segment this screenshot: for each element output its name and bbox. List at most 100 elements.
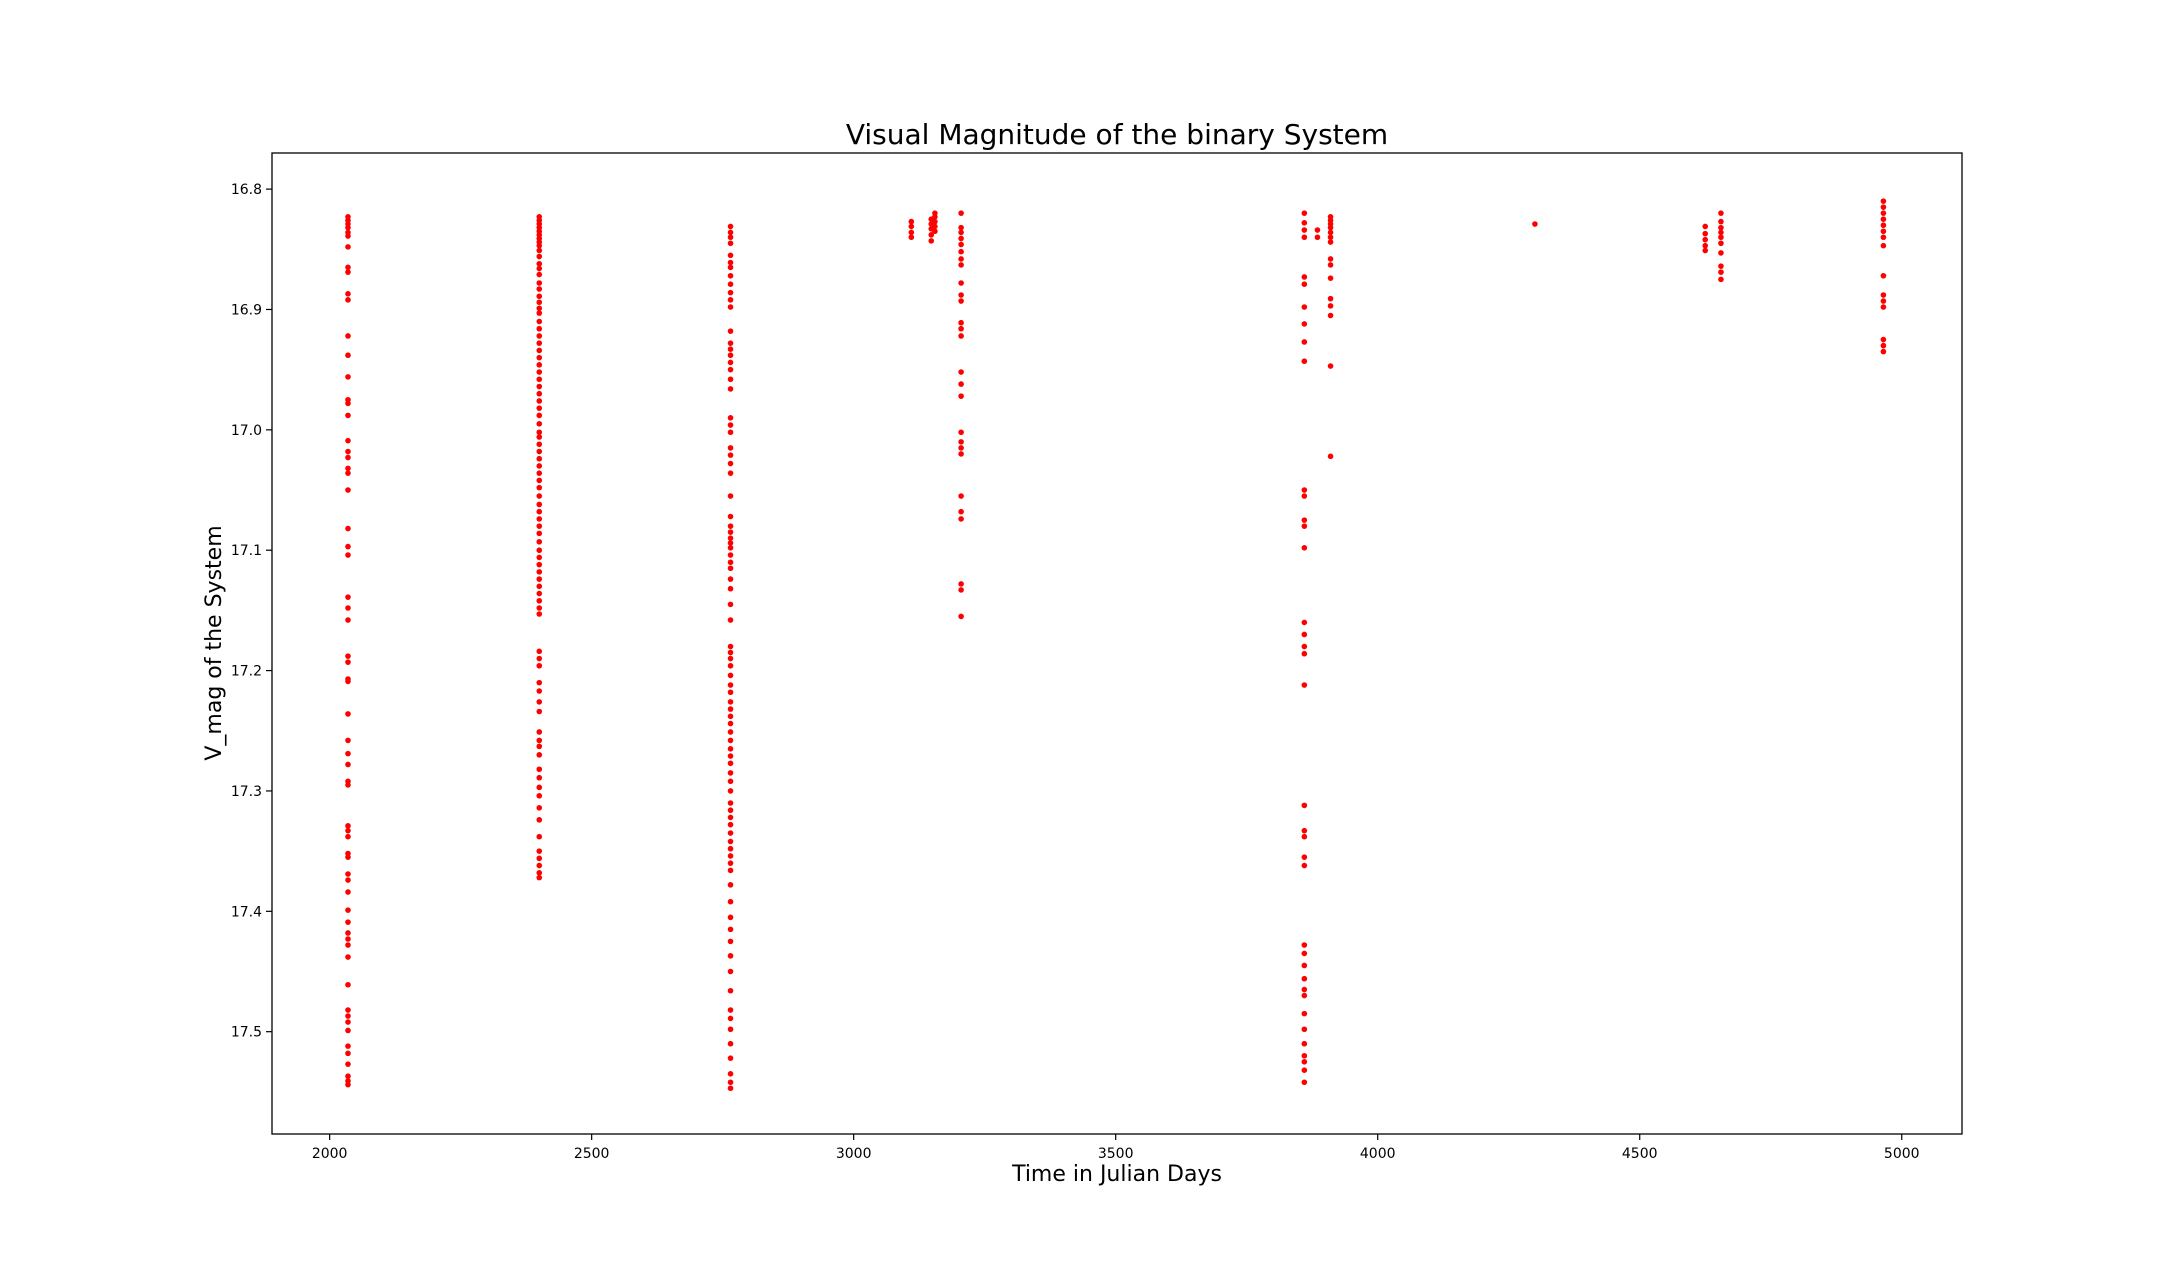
data-point	[345, 1043, 351, 1049]
data-point	[727, 470, 734, 476]
data-point	[727, 523, 734, 529]
data-point	[932, 223, 938, 230]
data-point	[345, 543, 351, 550]
data-point	[345, 653, 351, 659]
data-point	[536, 752, 543, 758]
data-point	[727, 529, 734, 535]
data-point	[958, 280, 964, 286]
data-point	[958, 581, 964, 587]
data-point	[345, 750, 351, 757]
data-point	[1301, 487, 1308, 493]
data-point	[1301, 862, 1308, 869]
data-point	[727, 1026, 734, 1033]
data-point	[345, 833, 351, 840]
data-points	[345, 198, 1887, 1092]
data-point	[536, 743, 543, 750]
data-point	[727, 259, 734, 266]
data-point	[1880, 198, 1887, 204]
data-point	[536, 484, 543, 491]
data-point	[345, 823, 351, 829]
data-point	[727, 682, 734, 688]
data-point	[1301, 545, 1308, 551]
data-point	[1301, 950, 1308, 957]
data-point	[345, 827, 351, 834]
data-point	[1301, 650, 1308, 657]
data-point	[345, 1027, 351, 1034]
data-point	[727, 585, 734, 592]
data-point	[1880, 210, 1887, 216]
data-point	[345, 465, 351, 472]
data-point	[727, 340, 734, 346]
data-point	[1718, 250, 1724, 256]
y-tick-label: 17.1	[231, 543, 262, 559]
data-point	[1702, 247, 1709, 254]
data-point	[536, 538, 543, 545]
data-point	[727, 304, 734, 310]
data-point	[727, 778, 734, 785]
x-tick-label: 5000	[1884, 1146, 1920, 1162]
data-point	[536, 412, 543, 419]
data-point	[727, 1007, 734, 1013]
data-point	[727, 882, 734, 888]
data-point	[1301, 1052, 1308, 1059]
data-point	[908, 234, 915, 241]
data-point	[536, 293, 543, 300]
data-point	[345, 761, 351, 768]
data-point	[536, 362, 543, 368]
data-point	[727, 649, 734, 656]
data-point	[536, 310, 543, 316]
data-point	[536, 501, 543, 508]
data-point	[536, 583, 543, 590]
data-point	[1314, 234, 1321, 241]
data-point	[727, 229, 734, 236]
data-point	[536, 299, 543, 306]
plot-area-frame	[271, 152, 1963, 1135]
data-point	[1532, 221, 1538, 227]
data-point	[1301, 1026, 1308, 1033]
data-point	[536, 280, 543, 286]
data-point	[1880, 348, 1887, 355]
data-point	[727, 830, 734, 836]
data-point	[1301, 833, 1308, 840]
data-point	[345, 930, 351, 936]
data-point	[536, 784, 543, 791]
data-point	[727, 240, 734, 247]
data-point	[1880, 272, 1887, 279]
data-point	[536, 590, 543, 597]
data-point	[727, 770, 734, 776]
y-axis: 16.8 16.9 17.0 17.1 17.2 17.3 17.4 17.5	[231, 182, 272, 1041]
data-point	[1301, 304, 1308, 310]
data-point	[345, 291, 351, 297]
data-point	[1880, 342, 1887, 349]
data-point	[345, 244, 351, 250]
data-point	[727, 838, 734, 845]
data-point	[536, 774, 543, 781]
data-point	[932, 228, 938, 235]
data-point	[1301, 321, 1308, 327]
data-point	[958, 613, 964, 620]
data-point	[727, 914, 734, 921]
data-point	[727, 867, 734, 874]
data-point	[727, 800, 734, 806]
data-point	[536, 561, 543, 568]
data-point	[958, 451, 964, 457]
data-point	[1718, 234, 1724, 241]
data-point	[345, 678, 351, 685]
data-point	[1301, 1010, 1308, 1017]
data-point	[345, 454, 351, 461]
data-point	[727, 760, 734, 767]
data-point	[536, 699, 543, 705]
data-point	[345, 711, 351, 717]
data-point	[536, 729, 543, 735]
data-point	[1301, 962, 1308, 969]
data-point	[727, 552, 734, 558]
data-point	[536, 253, 543, 260]
data-point	[1301, 1058, 1308, 1065]
data-point	[345, 224, 351, 231]
data-point	[536, 421, 543, 427]
data-point	[727, 926, 734, 933]
y-tick-label: 17.0	[231, 423, 262, 439]
data-point	[1327, 275, 1334, 281]
data-point	[536, 347, 543, 354]
x-tick-label: 4000	[1360, 1146, 1396, 1162]
